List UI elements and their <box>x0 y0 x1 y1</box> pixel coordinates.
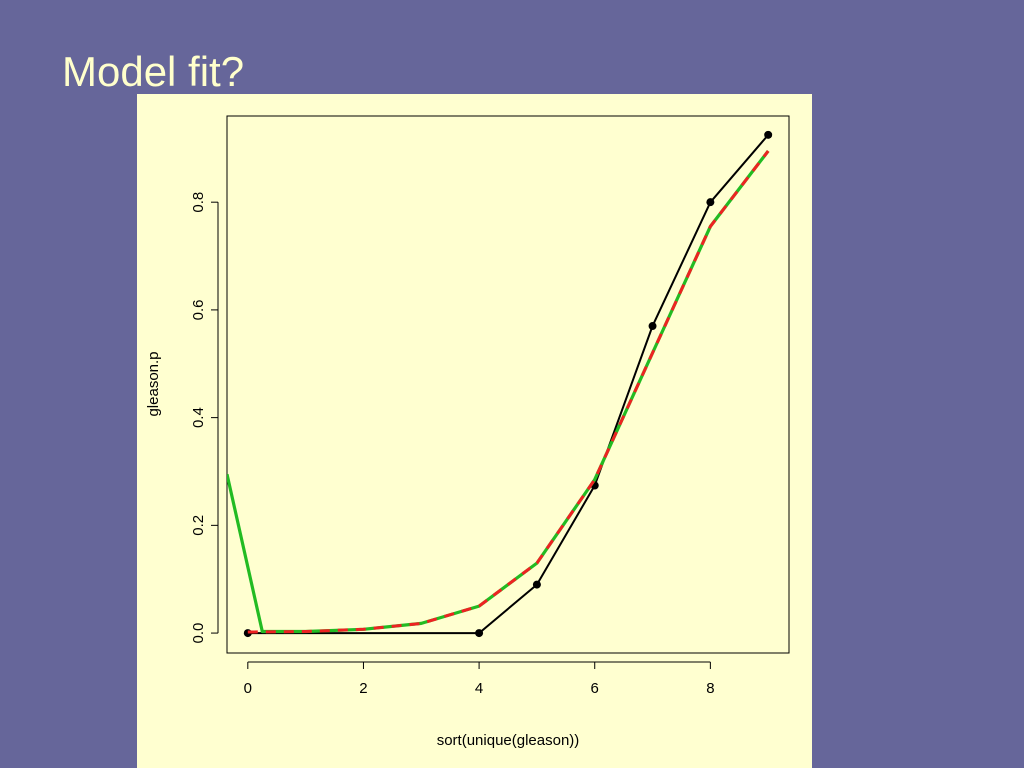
line-chart: 0 2 4 6 8 0.0 0.2 0.4 0.6 0.8 sort(unique(gleaso… <box>145 115 790 749</box>
series-layer <box>227 130 773 638</box>
x-tick-label: 4 <box>475 680 483 697</box>
plot-frame <box>226 115 790 654</box>
data-point <box>475 629 484 638</box>
data-point <box>532 580 541 589</box>
y-tick-label: 0.8 <box>190 192 207 213</box>
y-tick-label: 0.2 <box>190 515 207 536</box>
data-point <box>764 130 773 139</box>
plot-panel: 0 2 4 6 8 0.0 0.2 0.4 0.6 0.8 sort(unique(gleaso… <box>137 94 812 768</box>
x-tick-label: 0 <box>244 680 252 697</box>
slide-title: Model fit? <box>62 48 245 95</box>
x-axis-label: sort(unique(gleason)) <box>437 732 580 749</box>
x-tick-label: 6 <box>591 680 599 697</box>
x-tick-label: 8 <box>706 680 714 697</box>
data-point <box>648 322 657 331</box>
y-axis-label: gleason.p <box>145 351 162 416</box>
y-tick-label: 0.4 <box>190 407 207 428</box>
y-tick-label: 0.6 <box>190 299 207 320</box>
data-point <box>706 198 715 207</box>
series-line-1 <box>227 150 770 634</box>
y-axis: 0.0 0.2 0.4 0.6 0.8 <box>190 192 219 644</box>
series-line-0 <box>247 134 769 635</box>
series-line-2 <box>247 150 770 634</box>
x-tick-label: 2 <box>359 680 367 697</box>
y-tick-label: 0.0 <box>190 623 207 644</box>
x-axis: 0 2 4 6 8 <box>244 661 715 697</box>
